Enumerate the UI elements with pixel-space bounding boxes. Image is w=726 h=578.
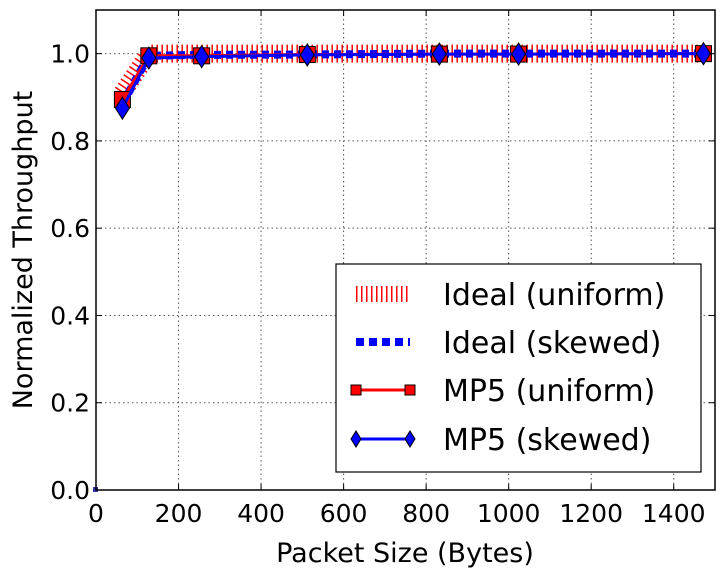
legend-label: Ideal (skewed)	[443, 326, 661, 361]
legend-marker	[404, 430, 416, 448]
y-tick-label: 0.6	[50, 214, 90, 243]
legend-marker	[350, 430, 362, 448]
x-axis-label: Packet Size (Bytes)	[276, 538, 534, 569]
grid-layer	[96, 10, 715, 490]
series-mp5-skewed	[114, 41, 712, 121]
plot-frame	[95, 9, 716, 491]
legend-label: MP5 (uniform)	[443, 374, 655, 409]
y-tick-label: 0.8	[50, 127, 90, 156]
x-tick-label: 1200	[559, 499, 623, 528]
y-axis-label: Normalized Throughput	[8, 91, 39, 410]
data-point	[510, 42, 527, 67]
legend-entry: Ideal (uniform)	[356, 278, 665, 313]
series-layer	[93, 41, 712, 492]
x-tick-label: 1000	[477, 499, 541, 528]
data-point	[431, 42, 447, 67]
legend: Ideal (uniform) Ideal (skewed) MP5 (unifor…	[335, 263, 702, 473]
tick-layer: 0 200 400 600 800 1000 1200 1400 0.0 0.2 0.4 0.6 0.8…	[50, 10, 715, 528]
data-point	[299, 43, 315, 67]
x-tick-label: 800	[402, 499, 450, 528]
y-tick-label: 0.0	[50, 476, 90, 505]
data-point	[114, 96, 131, 121]
data-point	[141, 46, 157, 70]
data-point	[695, 41, 712, 66]
legend-label: MP5 (skewed)	[443, 423, 651, 458]
x-tick-label: 600	[320, 499, 368, 528]
y-tick-label: 0.2	[50, 389, 90, 418]
y-tick-label: 0.4	[50, 301, 90, 330]
legend-marker	[404, 384, 416, 396]
legend-entry: Ideal (skewed)	[356, 326, 661, 361]
x-tick-label: 400	[237, 499, 285, 528]
x-tick-label: 0	[88, 499, 104, 528]
legend-label: Ideal (uniform)	[443, 278, 665, 313]
x-tick-label: 200	[155, 499, 203, 528]
legend-entries: Ideal (uniform) Ideal (skewed) MP5 (unifor…	[350, 278, 665, 458]
legend-entry: MP5 (skewed)	[350, 423, 651, 458]
y-tick-label: 1.0	[50, 40, 90, 69]
legend-marker	[350, 384, 362, 396]
legend-entry: MP5 (uniform)	[350, 374, 655, 409]
data-point	[194, 44, 210, 69]
x-tick-label: 1400	[642, 499, 706, 528]
